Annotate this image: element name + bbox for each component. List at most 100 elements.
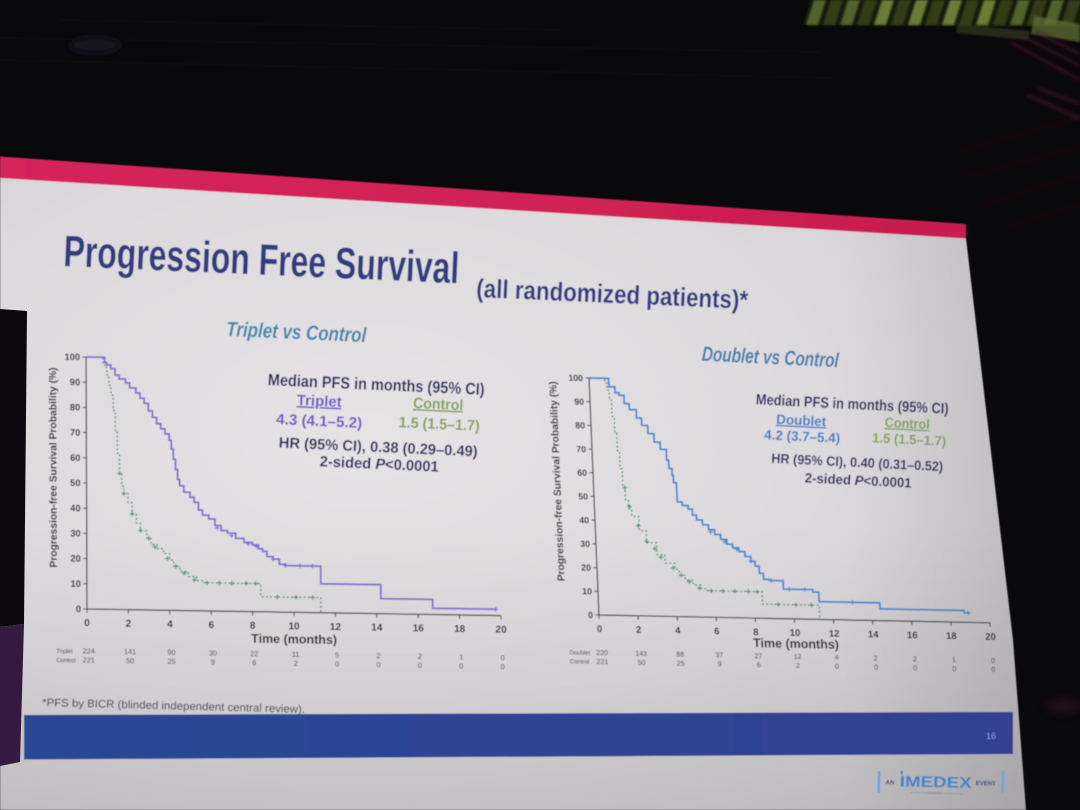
- svg-text:4.3 (4.1–5.2): 4.3 (4.1–5.2): [276, 411, 363, 432]
- svg-text:Control: Control: [56, 658, 75, 664]
- svg-text:0: 0: [501, 662, 505, 671]
- svg-text:Doublet: Doublet: [776, 412, 827, 429]
- svg-text:0: 0: [597, 624, 603, 635]
- svg-text:0: 0: [991, 667, 995, 674]
- svg-text:20: 20: [985, 632, 996, 643]
- svg-text:2-sided P<0.0001: 2-sided P<0.0001: [804, 470, 912, 490]
- svg-text:100: 100: [64, 352, 80, 362]
- svg-text:10: 10: [582, 586, 592, 596]
- svg-text:4: 4: [167, 619, 173, 630]
- svg-text:0: 0: [874, 664, 878, 671]
- svg-text:90: 90: [70, 377, 80, 387]
- svg-text:9: 9: [718, 661, 722, 668]
- svg-text:25: 25: [677, 661, 685, 668]
- svg-text:30: 30: [209, 648, 217, 657]
- svg-text:5: 5: [335, 650, 339, 659]
- svg-text:0: 0: [501, 653, 505, 662]
- svg-text:0: 0: [913, 665, 917, 672]
- svg-text:220: 220: [596, 650, 608, 657]
- svg-text:50: 50: [638, 660, 646, 667]
- svg-text:4: 4: [835, 655, 839, 662]
- svg-text:0: 0: [991, 658, 995, 665]
- svg-text:10: 10: [288, 621, 300, 632]
- svg-text:6: 6: [208, 620, 214, 631]
- svg-text:1.5 (1.5–1.7): 1.5 (1.5–1.7): [398, 414, 480, 435]
- svg-text:EVENT: EVENT: [976, 781, 996, 787]
- svg-text:4: 4: [675, 626, 681, 637]
- svg-text:30: 30: [580, 539, 590, 549]
- svg-text:0: 0: [76, 604, 81, 614]
- svg-text:0: 0: [84, 618, 90, 629]
- svg-text:IMEDEX: IMEDEX: [900, 773, 973, 792]
- svg-text:2-sided P<0.0001: 2-sided P<0.0001: [319, 453, 439, 475]
- svg-text:12: 12: [829, 629, 840, 640]
- svg-text:40: 40: [579, 515, 589, 525]
- svg-text:8: 8: [753, 627, 759, 638]
- svg-text:16: 16: [907, 630, 918, 641]
- svg-text:2: 2: [874, 655, 878, 662]
- svg-text:60: 60: [577, 468, 587, 478]
- svg-text:224: 224: [83, 646, 95, 655]
- svg-text:50: 50: [70, 478, 80, 488]
- svg-text:10: 10: [71, 579, 81, 589]
- svg-text:80: 80: [575, 420, 585, 430]
- svg-text:221: 221: [596, 659, 608, 666]
- svg-text:8: 8: [250, 621, 256, 632]
- svg-text:0: 0: [835, 664, 839, 671]
- svg-text:1.5 (1.5–1.7): 1.5 (1.5–1.7): [872, 430, 947, 449]
- svg-text:0: 0: [459, 661, 463, 670]
- svg-text:Control: Control: [413, 395, 464, 414]
- svg-text:6: 6: [714, 626, 720, 637]
- svg-text:Control: Control: [884, 415, 930, 432]
- svg-text:10: 10: [790, 628, 801, 639]
- svg-text:2: 2: [796, 663, 800, 670]
- svg-text:Time (months): Time (months): [753, 636, 839, 652]
- svg-text:16: 16: [413, 623, 425, 634]
- svg-text:2: 2: [126, 619, 132, 630]
- svg-text:141: 141: [124, 647, 136, 656]
- svg-text:30: 30: [70, 528, 80, 538]
- svg-text:14: 14: [868, 629, 880, 640]
- svg-text:12: 12: [794, 654, 802, 661]
- svg-text:16: 16: [986, 731, 996, 741]
- svg-text:2: 2: [294, 659, 298, 668]
- svg-text:1: 1: [459, 652, 463, 661]
- svg-text:37: 37: [715, 652, 723, 659]
- svg-text:9: 9: [211, 657, 215, 666]
- svg-text:AN: AN: [886, 780, 895, 786]
- svg-text:221: 221: [83, 655, 95, 664]
- svg-text:2: 2: [913, 656, 917, 663]
- svg-text:18: 18: [946, 631, 957, 642]
- svg-text:Triplet: Triplet: [56, 649, 73, 655]
- svg-text:100: 100: [568, 373, 583, 383]
- svg-text:14: 14: [371, 623, 383, 634]
- svg-text:2: 2: [376, 651, 380, 660]
- svg-text:90: 90: [574, 397, 584, 407]
- svg-text:90: 90: [167, 648, 175, 657]
- svg-text:20: 20: [581, 562, 591, 572]
- svg-text:2: 2: [418, 652, 422, 661]
- svg-text:0: 0: [952, 666, 956, 673]
- svg-text:50: 50: [578, 491, 588, 501]
- svg-text:27: 27: [754, 653, 762, 660]
- svg-text:1: 1: [952, 657, 956, 664]
- svg-text:18: 18: [454, 624, 466, 635]
- svg-text:143: 143: [635, 651, 647, 658]
- svg-text:12: 12: [330, 622, 342, 633]
- svg-text:88: 88: [676, 652, 684, 659]
- svg-text:Doublet: Doublet: [569, 650, 590, 656]
- svg-text:0: 0: [376, 660, 380, 669]
- svg-text:80: 80: [70, 402, 80, 412]
- svg-text:22: 22: [250, 649, 258, 658]
- svg-text:11: 11: [292, 650, 300, 659]
- svg-text:6: 6: [757, 662, 761, 669]
- svg-text:Control: Control: [570, 659, 590, 665]
- svg-text:20: 20: [495, 625, 507, 636]
- svg-text:4.2 (3.7–5.4): 4.2 (3.7–5.4): [764, 427, 841, 446]
- svg-text:Time (months): Time (months): [251, 632, 337, 647]
- svg-text:6: 6: [252, 658, 256, 667]
- svg-text:0: 0: [588, 610, 593, 620]
- svg-text:25: 25: [167, 657, 175, 666]
- svg-text:0: 0: [335, 659, 339, 668]
- svg-text:50: 50: [126, 656, 134, 665]
